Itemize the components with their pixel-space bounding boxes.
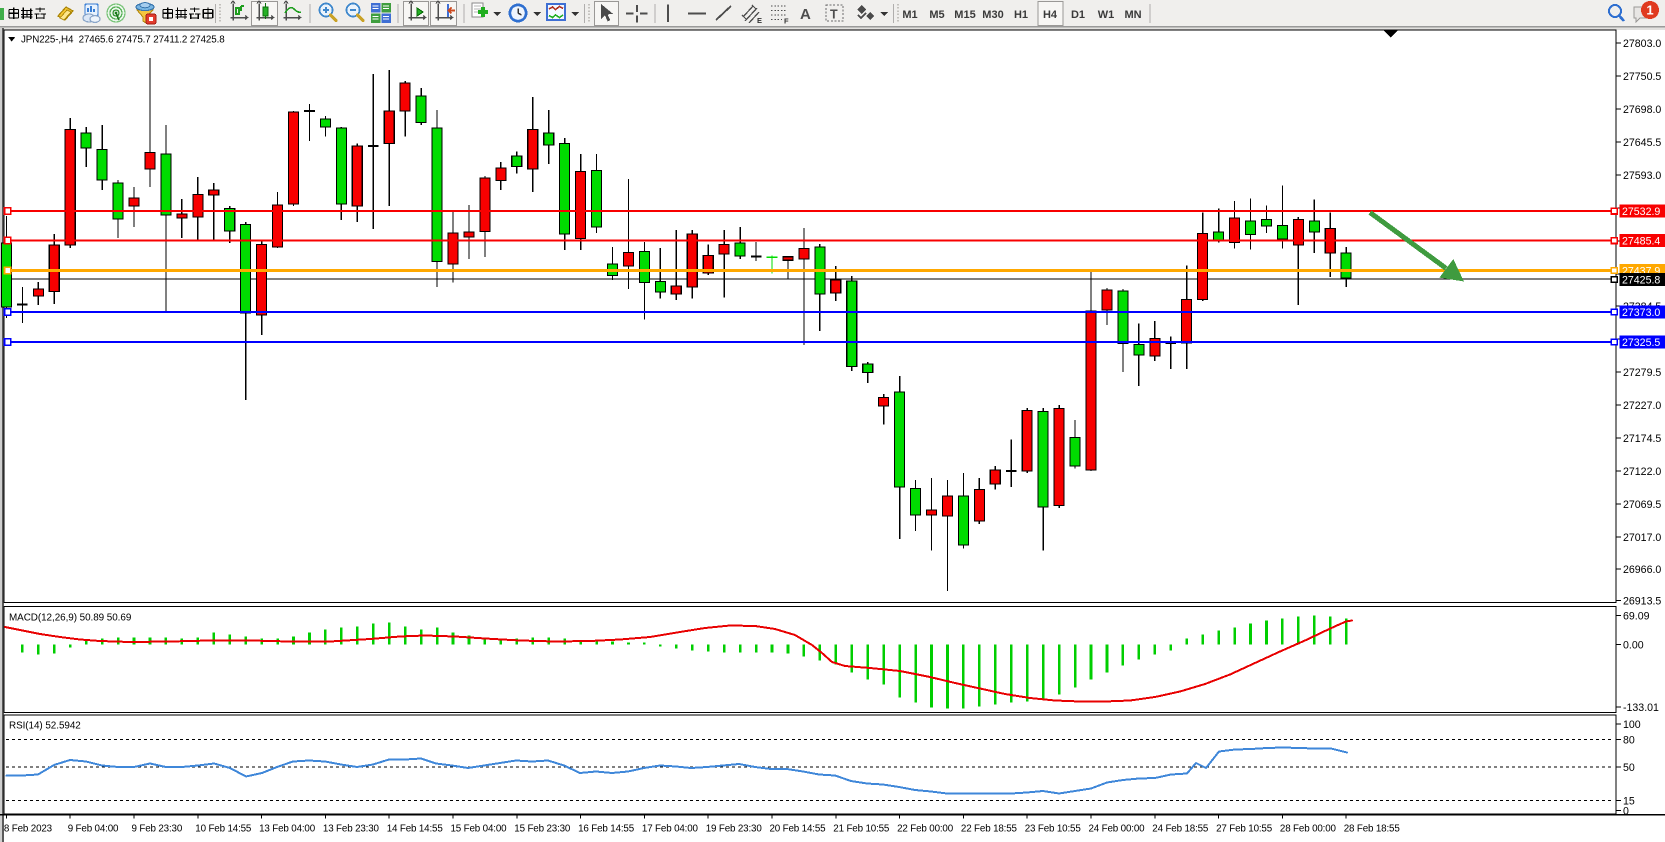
svg-text:27227.0: 27227.0 <box>1623 400 1661 412</box>
svg-text:D1: D1 <box>1071 9 1085 21</box>
svg-text:27325.5: 27325.5 <box>1622 337 1660 349</box>
svg-text:69.09: 69.09 <box>1623 611 1650 623</box>
svg-text:27 Feb 10:55: 27 Feb 10:55 <box>1216 824 1273 835</box>
svg-text:20 Feb 14:55: 20 Feb 14:55 <box>770 824 827 835</box>
svg-text:100: 100 <box>1623 719 1641 731</box>
svg-text:27069.5: 27069.5 <box>1623 499 1661 511</box>
svg-text:15 Feb 23:30: 15 Feb 23:30 <box>514 824 571 835</box>
svg-text:H4: H4 <box>1043 9 1058 21</box>
svg-text:27803.0: 27803.0 <box>1623 38 1661 50</box>
svg-text:-133.01: -133.01 <box>1623 702 1659 714</box>
svg-text:0.00: 0.00 <box>1623 640 1644 652</box>
svg-text:1: 1 <box>1646 3 1653 18</box>
svg-text:26966.0: 26966.0 <box>1623 564 1661 576</box>
svg-text:14 Feb 14:55: 14 Feb 14:55 <box>387 824 444 835</box>
svg-text:9 Feb 23:30: 9 Feb 23:30 <box>132 824 183 835</box>
svg-text:16 Feb 14:55: 16 Feb 14:55 <box>578 824 635 835</box>
svg-text:RSI(14) 52.5942: RSI(14) 52.5942 <box>9 721 81 732</box>
svg-text:15 Feb 04:00: 15 Feb 04:00 <box>451 824 508 835</box>
svg-text:28 Feb 18:55: 28 Feb 18:55 <box>1344 824 1401 835</box>
svg-text:M1: M1 <box>902 9 917 21</box>
svg-text:26913.5: 26913.5 <box>1623 596 1661 608</box>
svg-text:15: 15 <box>1623 796 1635 808</box>
svg-text:H1: H1 <box>1014 9 1028 21</box>
svg-text:27373.0: 27373.0 <box>1622 307 1660 319</box>
svg-text:10 Feb 14:55: 10 Feb 14:55 <box>195 824 252 835</box>
svg-text:13 Feb 04:00: 13 Feb 04:00 <box>259 824 316 835</box>
svg-text:M30: M30 <box>982 9 1003 21</box>
svg-text:E: E <box>757 16 762 25</box>
svg-text:27017.0: 27017.0 <box>1623 532 1661 544</box>
svg-text:8 Feb 2023: 8 Feb 2023 <box>4 824 53 835</box>
svg-text:27485.4: 27485.4 <box>1622 235 1660 247</box>
svg-text:17 Feb 04:00: 17 Feb 04:00 <box>642 824 699 835</box>
svg-text:9 Feb 04:00: 9 Feb 04:00 <box>68 824 119 835</box>
svg-text:23 Feb 10:55: 23 Feb 10:55 <box>1025 824 1082 835</box>
svg-text:A: A <box>800 6 811 23</box>
svg-text:27593.0: 27593.0 <box>1623 170 1661 182</box>
svg-text:13 Feb 23:30: 13 Feb 23:30 <box>323 824 380 835</box>
svg-text:F: F <box>784 17 789 26</box>
svg-text:W1: W1 <box>1098 9 1115 21</box>
svg-text:21 Feb 10:55: 21 Feb 10:55 <box>833 824 890 835</box>
svg-text:19 Feb 23:30: 19 Feb 23:30 <box>706 824 763 835</box>
svg-text:0: 0 <box>1623 806 1629 818</box>
svg-text:27750.5: 27750.5 <box>1623 71 1661 83</box>
svg-text:M15: M15 <box>954 9 975 21</box>
svg-text:27279.5: 27279.5 <box>1623 367 1661 379</box>
svg-text:MN: MN <box>1124 9 1141 21</box>
svg-text:22 Feb 00:00: 22 Feb 00:00 <box>897 824 954 835</box>
svg-text:27645.5: 27645.5 <box>1623 137 1661 149</box>
svg-text:28 Feb 00:00: 28 Feb 00:00 <box>1280 824 1337 835</box>
svg-text:JPN225-,H4 27465.6 27475.7 27: JPN225-,H4 27465.6 27475.7 27411.2 27425… <box>21 35 225 46</box>
svg-text:MACD(12,26,9) 50.89 50.69: MACD(12,26,9) 50.89 50.69 <box>9 613 132 624</box>
svg-text:24 Feb 18:55: 24 Feb 18:55 <box>1152 824 1209 835</box>
svg-text:50: 50 <box>1623 762 1635 774</box>
svg-text:T: T <box>830 8 838 22</box>
svg-text:M5: M5 <box>929 9 944 21</box>
svg-text:27174.5: 27174.5 <box>1623 433 1661 445</box>
svg-text:27698.0: 27698.0 <box>1623 104 1661 116</box>
svg-text:27532.9: 27532.9 <box>1622 206 1660 218</box>
svg-text:22 Feb 18:55: 22 Feb 18:55 <box>961 824 1018 835</box>
svg-text:27425.8: 27425.8 <box>1622 274 1660 286</box>
svg-text:80: 80 <box>1623 735 1635 747</box>
svg-text:24 Feb 00:00: 24 Feb 00:00 <box>1089 824 1146 835</box>
svg-text:27122.0: 27122.0 <box>1623 466 1661 478</box>
